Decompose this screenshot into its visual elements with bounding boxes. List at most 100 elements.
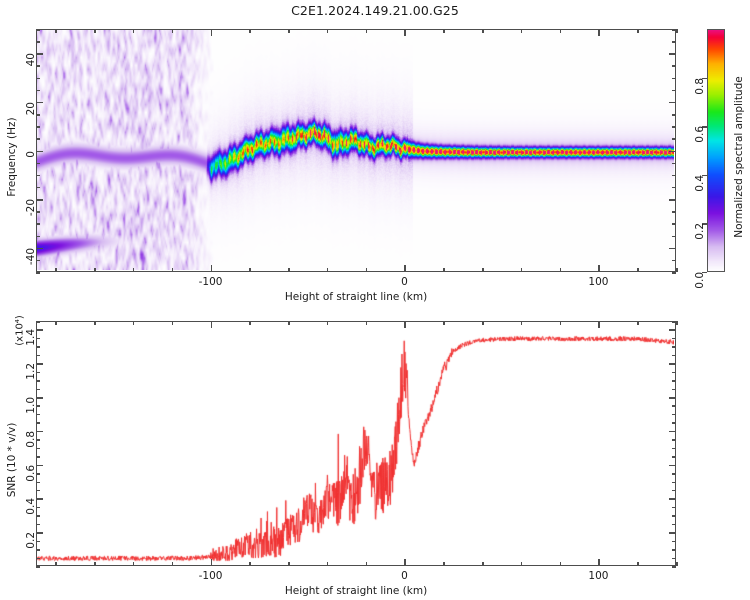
spectrogram-xtick: [171, 268, 174, 272]
snr-ytick: [36, 523, 40, 526]
spectrogram-xtick: [598, 265, 600, 272]
colorbar-tick: [702, 77, 707, 79]
colorbar-tick-label: 0.2: [694, 223, 706, 241]
snr-xtick: [132, 562, 135, 566]
colorbar-gradient: [708, 30, 724, 271]
spectrogram-ytick-right: [672, 174, 676, 177]
spectrogram-xtick: [55, 268, 57, 272]
spectrogram-xtick-top: [94, 29, 96, 33]
spectrogram-ytick-right: [672, 223, 676, 225]
spectrogram-xtick-top: [404, 29, 406, 36]
snr-xtick: [676, 562, 678, 566]
snr-xtick-top: [132, 321, 135, 325]
snr-ytick-right: [672, 422, 676, 424]
snr-ytick-label: 0.8: [25, 430, 37, 448]
spectrogram-ytick-label: 0: [25, 150, 37, 158]
spectrogram-ytick: [36, 211, 40, 213]
spectrogram-ytick: [36, 150, 43, 152]
snr-xtick-top: [404, 321, 406, 328]
snr-panel: [36, 321, 676, 566]
snr-ytick: [36, 557, 40, 560]
snr-ytick-right: [672, 405, 676, 407]
spectrogram-xtick-label: -100: [198, 276, 223, 288]
spectrogram-xtick: [443, 268, 445, 272]
spectrogram-xtick-top: [132, 29, 135, 33]
snr-ytick-right: [672, 447, 676, 450]
snr-ytick: [36, 388, 40, 391]
spectrogram-ytick: [36, 235, 40, 238]
snr-ytick: [36, 566, 40, 568]
snr-ytick: [36, 354, 40, 357]
snr-ytick-right: [669, 329, 676, 331]
spectrogram-xtick: [676, 268, 678, 272]
snr-ytick-right: [672, 549, 676, 551]
snr-ytick: [36, 397, 43, 399]
snr-ytick: [36, 405, 40, 407]
snr-ytick: [36, 371, 40, 374]
snr-xtick: [326, 562, 329, 566]
snr-xtick: [365, 562, 368, 566]
spectrogram-xtick-label: 100: [588, 276, 609, 288]
spectrogram-ytick: [36, 89, 40, 92]
snr-x-axis-title: Height of straight line (km): [284, 585, 428, 597]
spectrogram-xtick: [559, 268, 562, 272]
snr-xtick: [637, 562, 639, 566]
spectrogram-ytick: [36, 174, 40, 177]
snr-xtick: [598, 559, 600, 566]
snr-xtick-top: [637, 321, 639, 325]
snr-ytick-right: [672, 481, 676, 484]
spectrogram-ytick: [36, 53, 43, 55]
spectrogram-ytick: [36, 126, 40, 128]
spectrogram-xtick-top: [249, 29, 251, 33]
colorbar-tick: [702, 174, 707, 177]
snr-xtick-top: [443, 321, 445, 325]
spectrogram-xtick: [365, 268, 368, 272]
spectrogram-panel: [36, 29, 676, 272]
spectrogram-xtick-top: [288, 29, 290, 33]
colorbar-tick-label: 0.6: [694, 126, 706, 143]
snr-ytick-right: [669, 532, 676, 534]
snr-ytick-right: [672, 413, 676, 416]
spectrogram-ytick: [36, 186, 40, 189]
spectrogram-xtick: [288, 268, 290, 272]
snr-ytick-right: [672, 566, 676, 568]
spectrogram-ytick: [36, 41, 40, 43]
snr-ytick-label: 0.6: [25, 464, 37, 482]
colorbar-tick-label: 0.8: [694, 77, 706, 95]
snr-ytick: [36, 498, 43, 500]
colorbar: [707, 29, 725, 272]
snr-ytick: [36, 464, 43, 467]
spectrogram-ytick-right: [669, 150, 676, 152]
colorbar-tick-label: 0.0: [694, 272, 706, 289]
snr-ytick-right: [672, 557, 676, 560]
spectrogram-xtick: [249, 268, 251, 272]
snr-ytick-right: [672, 371, 676, 374]
snr-ytick: [36, 456, 40, 458]
snr-ytick: [36, 549, 40, 551]
snr-ytick-right: [669, 363, 676, 365]
snr-ytick: [36, 363, 43, 365]
snr-ytick: [36, 380, 40, 382]
snr-canvas: [37, 322, 674, 564]
snr-ytick-right: [672, 540, 676, 543]
spectrogram-ytick-label: 40: [25, 53, 37, 67]
snr-xtick-top: [365, 321, 368, 325]
snr-xtick-top: [55, 321, 57, 325]
spectrogram-xtick-top: [365, 29, 368, 33]
snr-ytick-right: [672, 506, 676, 509]
snr-xtick-top: [171, 321, 174, 325]
snr-ytick-label: 1.0: [25, 397, 37, 414]
spectrogram-ytick-right: [669, 199, 676, 201]
snr-ytick-label: 0.4: [25, 498, 37, 516]
spectrogram-ytick-right: [672, 65, 676, 67]
snr-ytick-right: [672, 489, 676, 492]
snr-ytick: [36, 321, 40, 323]
snr-ytick-right: [672, 346, 676, 348]
snr-xtick: [443, 562, 445, 566]
spectrogram-ytick-right: [672, 186, 676, 189]
snr-xtick-top: [482, 321, 484, 325]
spectrogram-xtick: [132, 268, 135, 272]
spectrogram-ytick: [36, 223, 40, 225]
snr-xtick-top: [249, 321, 251, 325]
